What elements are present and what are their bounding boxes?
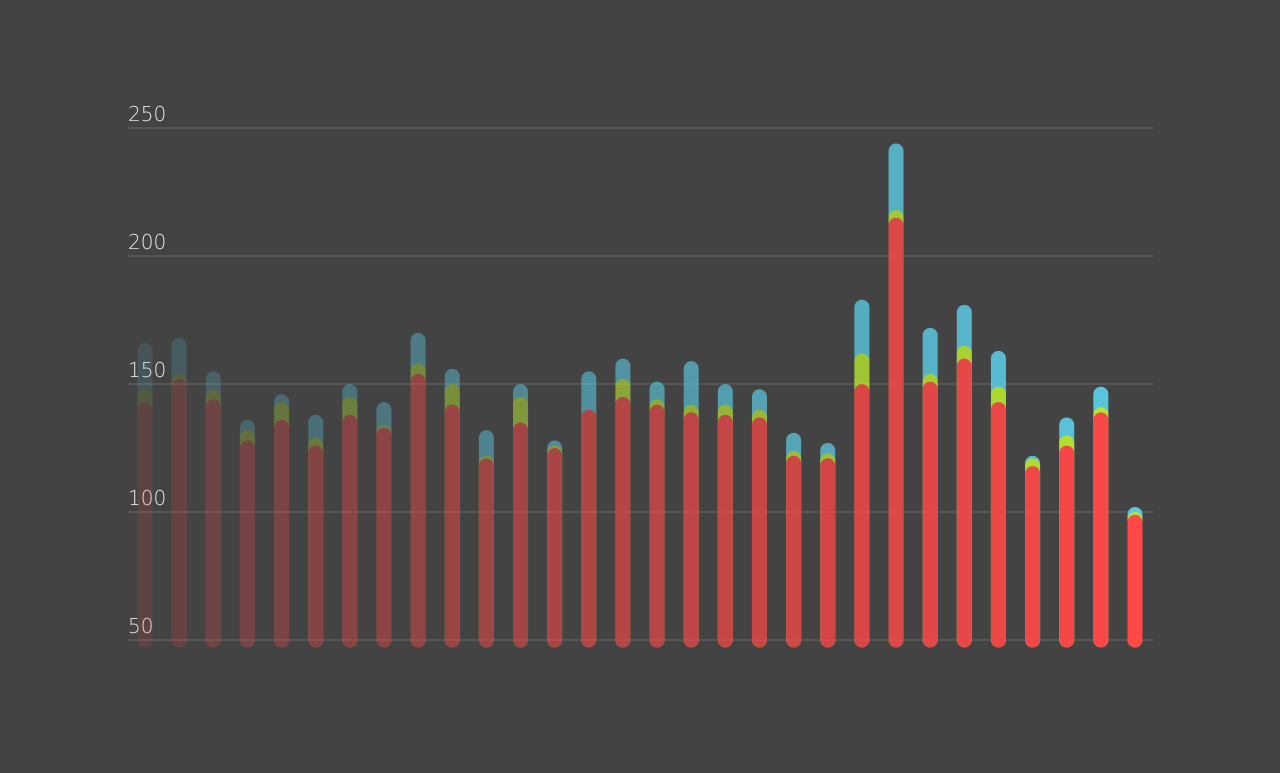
bar-green-3 (205, 389, 221, 648)
bar-blue-2 (171, 338, 187, 648)
bar-group-22 (854, 299, 870, 648)
bar-group-16 (649, 381, 665, 648)
bar-green-8 (376, 425, 392, 648)
bar-blue-1 (137, 343, 153, 648)
bar-red-30 (1127, 514, 1143, 648)
y-axis-tick-labels: 50 100 150 200 250 (128, 102, 166, 638)
bar-green-7 (342, 396, 358, 648)
bar-group-25 (956, 304, 972, 648)
bar-red-12 (513, 422, 529, 648)
bar-red-7 (342, 414, 358, 648)
bar-blue-8 (376, 402, 392, 648)
bar-group-17 (683, 361, 699, 648)
y-tick-label: 200 (128, 230, 166, 254)
bar-red-24 (922, 381, 938, 648)
bar-red-20 (786, 455, 802, 648)
bar-blue-10 (444, 368, 460, 648)
bar-red-19 (751, 417, 767, 648)
bar-group-21 (820, 443, 836, 648)
bar-red-17 (683, 412, 699, 648)
bar-group-2 (171, 338, 187, 648)
bar-blue-5 (274, 394, 290, 648)
bar-group-14 (581, 371, 597, 648)
bar-group-1 (137, 343, 153, 648)
bar-group-3 (205, 371, 221, 648)
bar-group-15 (615, 358, 631, 648)
bar-red-4 (239, 440, 255, 648)
bar-green-5 (274, 402, 290, 648)
bar-group-10 (444, 368, 460, 648)
bar-red-11 (478, 458, 494, 648)
bar-group-26 (990, 350, 1006, 648)
y-tick-label: 50 (128, 614, 153, 638)
gridlines (128, 127, 1153, 641)
bar-blue-6 (308, 414, 324, 648)
bar-blue-11 (478, 430, 494, 648)
bar-group-23 (888, 143, 904, 648)
bar-group-30 (1127, 507, 1143, 648)
bar-blue-7 (342, 384, 358, 648)
bar-green-4 (239, 430, 255, 648)
bar-group-12 (513, 384, 529, 648)
bar-red-29 (1093, 412, 1109, 648)
bar-red-9 (410, 373, 426, 648)
bar-group-29 (1093, 386, 1109, 648)
bar-red-10 (444, 404, 460, 648)
bar-green-1 (137, 389, 153, 648)
bar-group-6 (308, 414, 324, 648)
bar-red-23 (888, 217, 904, 648)
bars (137, 143, 1143, 648)
bar-red-1 (137, 402, 153, 648)
bar-red-3 (205, 399, 221, 648)
bar-green-11 (478, 455, 494, 648)
bar-red-25 (956, 358, 972, 648)
bar-green-6 (308, 437, 324, 648)
bar-group-4 (239, 420, 255, 648)
bar-group-19 (751, 389, 767, 648)
bar-red-21 (820, 458, 836, 648)
bar-red-15 (615, 396, 631, 648)
bar-group-28 (1059, 417, 1075, 648)
bar-blue-3 (205, 371, 221, 648)
bar-red-6 (308, 445, 324, 648)
bar-red-26 (990, 402, 1006, 648)
bar-group-11 (478, 430, 494, 648)
bar-group-24 (922, 327, 938, 648)
bar-blue-4 (239, 420, 255, 648)
bar-green-10 (444, 384, 460, 648)
bar-red-22 (854, 384, 870, 648)
bar-red-2 (171, 379, 187, 648)
bar-blue-9 (410, 332, 426, 648)
bar-group-18 (717, 384, 733, 648)
bar-red-14 (581, 409, 597, 648)
bar-group-8 (376, 402, 392, 648)
bar-red-8 (376, 427, 392, 648)
bar-group-13 (547, 440, 563, 648)
bar-red-18 (717, 414, 733, 648)
bar-group-20 (786, 432, 802, 648)
bar-group-5 (274, 394, 290, 648)
bar-red-27 (1025, 466, 1041, 648)
bar-group-9 (410, 332, 426, 648)
y-tick-label: 100 (128, 486, 166, 510)
y-tick-label: 150 (128, 358, 166, 382)
bar-group-27 (1025, 455, 1041, 648)
bar-red-13 (547, 448, 563, 648)
bar-red-5 (274, 420, 290, 648)
bar-group-7 (342, 384, 358, 648)
bar-green-9 (410, 363, 426, 648)
bar-green-2 (171, 373, 187, 648)
y-tick-label: 250 (128, 102, 166, 126)
bar-red-28 (1059, 445, 1075, 648)
bar-red-16 (649, 404, 665, 648)
